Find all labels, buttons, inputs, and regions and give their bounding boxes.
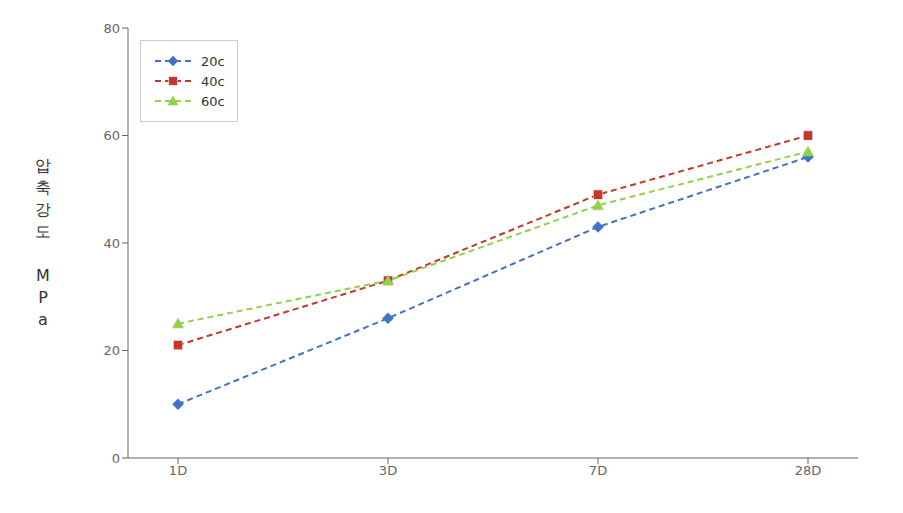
html-text:도: 도	[35, 222, 51, 241]
html-text:M: M	[36, 266, 50, 285]
svg-text:80: 80	[103, 21, 120, 36]
html-text:20c: 20c	[201, 53, 225, 69]
svg-text:20: 20	[103, 343, 120, 358]
svg-text:40: 40	[103, 236, 120, 251]
html-text:60c: 60c	[201, 93, 225, 109]
svg-text:0: 0	[112, 451, 120, 466]
html-text:축: 축	[35, 178, 51, 197]
html-text:a: a	[38, 310, 48, 329]
svg-text:1D: 1D	[169, 463, 187, 478]
svg-text:60: 60	[103, 128, 120, 143]
svg-text:28D: 28D	[795, 463, 822, 478]
html-text:압: 압	[35, 156, 51, 175]
svg-text:7D: 7D	[589, 463, 607, 478]
svg-text:3D: 3D	[379, 463, 397, 478]
html-text:강: 강	[35, 200, 51, 219]
html-text:P: P	[38, 288, 48, 307]
html-text:40c: 40c	[201, 73, 225, 89]
